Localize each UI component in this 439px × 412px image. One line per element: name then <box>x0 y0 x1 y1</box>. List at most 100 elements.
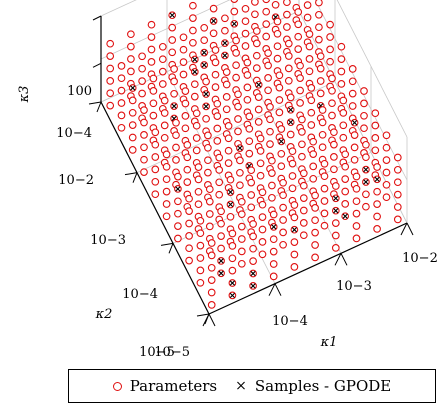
parameter-point <box>217 244 225 253</box>
parameter-point <box>254 105 263 114</box>
parameter-point <box>268 181 276 190</box>
parameter-point <box>128 146 137 154</box>
parameter-point <box>192 109 201 118</box>
parameter-point <box>158 42 167 51</box>
sample-marker <box>192 56 198 63</box>
parameter-point <box>362 140 370 149</box>
parameter-point <box>151 140 160 149</box>
parameter-point <box>266 115 274 124</box>
parameter-point <box>284 39 293 48</box>
parameter-point <box>234 127 242 136</box>
parameter-point <box>339 133 348 142</box>
parameter-point <box>247 203 256 212</box>
parameter-point <box>305 55 314 63</box>
y-tick-mark <box>132 172 138 183</box>
parameter-point <box>360 124 368 133</box>
parameter-point <box>249 257 257 265</box>
x-tick-mark <box>334 253 342 266</box>
sample-marker <box>250 270 256 277</box>
parameter-point <box>258 225 267 234</box>
parameter-point <box>373 187 381 196</box>
parameter-point <box>217 232 225 240</box>
parameter-point <box>279 203 287 212</box>
parameter-point <box>284 52 293 60</box>
parameter-point <box>228 254 237 263</box>
parameter-point <box>275 71 284 80</box>
sample-marker <box>288 107 294 113</box>
y-tick-label: 10−3 <box>90 233 126 248</box>
parameter-point <box>288 184 297 193</box>
parameter-point <box>106 77 115 85</box>
parameter-point <box>185 244 193 253</box>
parameter-point <box>222 68 231 76</box>
x-tick-label: 10−3 <box>336 279 372 294</box>
parameter-point <box>311 241 319 249</box>
sample-marker <box>256 82 262 88</box>
parameter-point <box>290 250 299 259</box>
parameter-point <box>290 201 299 209</box>
parameter-point <box>179 33 188 42</box>
parameter-point <box>352 234 361 243</box>
parameter-point <box>273 29 282 38</box>
sample-marker <box>192 69 198 75</box>
parameter-point <box>264 61 272 70</box>
parameter-point <box>269 272 278 281</box>
parameter-point <box>215 190 224 199</box>
parameter-point <box>234 90 242 99</box>
parameter-point <box>202 77 210 86</box>
parameter-point <box>140 106 148 114</box>
parameter-point <box>277 149 286 158</box>
parameter-point <box>318 143 327 152</box>
parameter-point <box>162 212 171 221</box>
parameter-point <box>127 67 135 76</box>
sample-marker <box>229 292 235 298</box>
parameter-point <box>309 150 318 158</box>
parameter-point <box>128 96 137 105</box>
sample-marker <box>246 163 252 169</box>
parameter-point <box>262 7 271 16</box>
parameter-point <box>373 225 381 233</box>
parameter-point <box>311 216 319 225</box>
parameter-point <box>172 118 180 127</box>
parameter-point <box>174 197 182 206</box>
parameter-point <box>138 52 146 61</box>
parameter-point <box>205 210 214 218</box>
parameter-point <box>215 166 224 174</box>
y-tick-mark <box>88 101 102 105</box>
parameter-point <box>106 101 115 110</box>
parameter-point <box>371 109 380 118</box>
parameter-point <box>330 140 338 149</box>
parameter-point <box>330 165 338 174</box>
parameter-point <box>393 165 402 174</box>
parameter-point <box>373 212 381 221</box>
sample-marker <box>231 21 237 27</box>
parameter-point <box>138 64 146 73</box>
parameter-point <box>117 86 126 95</box>
z-tick-label: 100 <box>67 84 92 99</box>
parameter-point <box>181 124 190 133</box>
parameter-point <box>247 178 256 187</box>
y-tick-label: 10−5 <box>154 345 190 360</box>
parameter-point <box>211 46 220 54</box>
parameter-point <box>352 222 361 230</box>
parameter-point <box>232 61 240 70</box>
parameter-point <box>277 162 286 171</box>
parameter-point <box>283 23 291 31</box>
parameter-point <box>348 89 357 98</box>
parameter-point <box>311 228 319 237</box>
parameter-point <box>251 10 259 19</box>
parameter-point <box>382 180 391 189</box>
parameter-point <box>382 168 391 177</box>
parameter-point <box>316 64 325 73</box>
parameter-point <box>215 153 224 162</box>
sample-marker <box>218 270 224 276</box>
parameter-point <box>393 203 402 211</box>
parameter-point <box>303 13 312 22</box>
sample-marker <box>227 201 234 208</box>
parameter-point <box>189 1 197 10</box>
parameter-point <box>328 86 336 95</box>
parameter-point <box>151 190 160 199</box>
parameter-point <box>328 74 336 83</box>
parameter-point <box>162 187 171 196</box>
parameter-point <box>266 103 274 111</box>
